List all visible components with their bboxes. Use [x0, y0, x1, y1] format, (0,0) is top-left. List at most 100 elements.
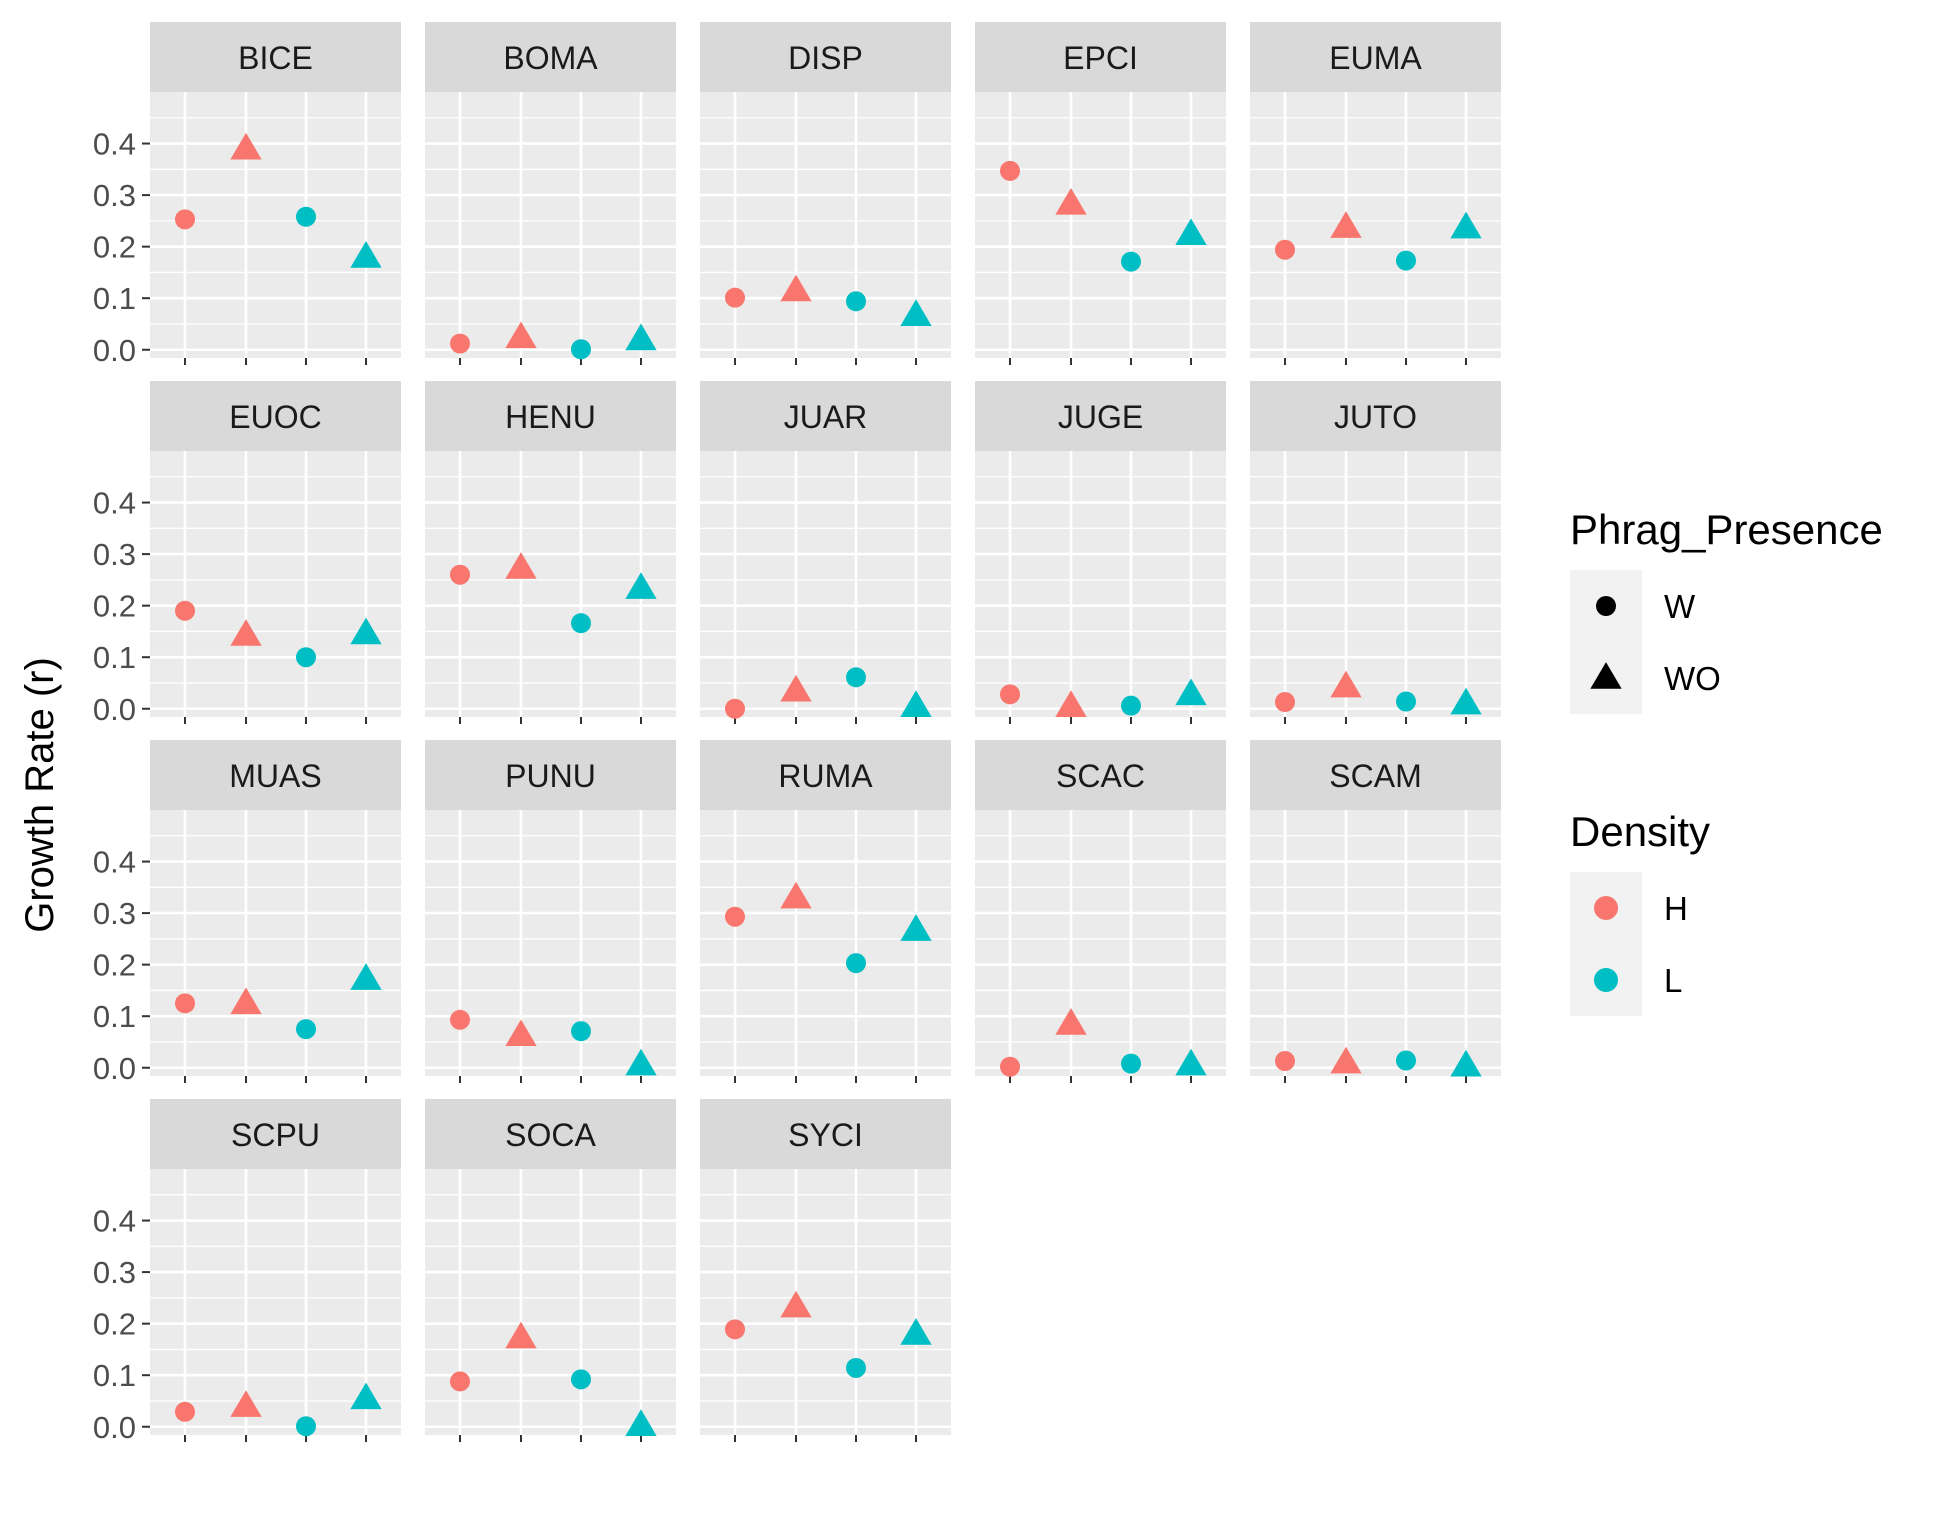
- panel-background: [975, 451, 1226, 717]
- data-point-circle: [725, 287, 745, 308]
- facet-strip-label: MUAS: [229, 758, 321, 794]
- y-tick-label: 0.1: [93, 281, 136, 316]
- facet-strip-label: SYCI: [788, 1117, 863, 1153]
- data-point-triangle: [350, 241, 382, 268]
- data-point-circle: [725, 698, 745, 719]
- data-point-triangle: [625, 323, 657, 351]
- legend-key-background: [1570, 570, 1642, 714]
- panel-background: [975, 810, 1226, 1076]
- legend-entry-label: W: [1664, 588, 1696, 625]
- facet-strip: [150, 1099, 401, 1169]
- panel-background: [150, 1169, 401, 1435]
- y-tick-label: 0.3: [93, 896, 136, 931]
- y-tick-label: 0.2: [93, 589, 136, 624]
- data-point-circle: [1121, 695, 1141, 716]
- data-point-circle: [1121, 251, 1141, 272]
- data-point-circle: [1396, 1050, 1416, 1071]
- facet-strip-label: SCPU: [231, 1117, 320, 1153]
- data-point-triangle: [230, 132, 262, 160]
- data-point-triangle: [1175, 678, 1207, 706]
- data-point-circle: [1275, 239, 1295, 260]
- data-point-circle: [296, 206, 316, 227]
- facet-strip-label: EPCI: [1063, 40, 1138, 76]
- data-point-circle: [450, 1371, 470, 1392]
- data-point-triangle: [350, 1382, 382, 1410]
- y-tick-label: 0.2: [93, 230, 136, 265]
- data-point-triangle: [625, 1409, 657, 1436]
- facet-strip: [975, 22, 1226, 92]
- data-point-circle: [571, 339, 591, 360]
- data-point-triangle: [230, 1390, 262, 1417]
- facet-strip: [150, 740, 401, 810]
- data-point-circle: [296, 1416, 316, 1437]
- panel-background: [700, 810, 951, 1076]
- y-tick-label: 0.0: [93, 692, 136, 727]
- facet-strip-label: EUOC: [229, 399, 321, 435]
- data-point-triangle: [625, 1048, 657, 1076]
- legend-key-color: [1594, 896, 1618, 920]
- panel-background: [1250, 451, 1501, 717]
- data-point-triangle: [780, 1290, 812, 1318]
- y-tick-label: 0.0: [93, 1051, 136, 1086]
- data-point-circle: [1000, 1056, 1020, 1077]
- data-point-circle: [1275, 1051, 1295, 1072]
- data-point-circle: [450, 1009, 470, 1030]
- y-axis-label: Growth Rate (r): [18, 657, 62, 933]
- panel-background: [425, 92, 676, 358]
- legend-entry-label: H: [1664, 890, 1688, 927]
- panel-background: [700, 1169, 951, 1435]
- data-point-triangle: [900, 914, 932, 941]
- legend-key-circle: [1596, 596, 1616, 616]
- y-tick-label: 0.3: [93, 1255, 136, 1290]
- facet-strip: [700, 381, 951, 451]
- data-point-circle: [1121, 1053, 1141, 1074]
- legend-title: Density: [1570, 808, 1710, 855]
- y-tick-label: 0.4: [93, 486, 136, 521]
- y-tick-label: 0.4: [93, 1204, 136, 1239]
- legend-key-color: [1594, 968, 1618, 992]
- facet-strip: [975, 381, 1226, 451]
- data-point-triangle: [1175, 1048, 1207, 1076]
- facet-strip: [700, 740, 951, 810]
- data-point-triangle: [230, 987, 262, 1015]
- data-point-triangle: [505, 552, 537, 579]
- data-point-triangle: [505, 321, 537, 349]
- data-point-triangle: [505, 1321, 537, 1349]
- data-point-triangle: [900, 299, 932, 326]
- panel-background: [700, 451, 951, 717]
- facet-strip: [700, 1099, 951, 1169]
- y-tick-label: 0.1: [93, 999, 136, 1034]
- data-point-circle: [1000, 684, 1020, 705]
- panel-background: [975, 92, 1226, 358]
- data-point-circle: [846, 291, 866, 312]
- facet-strip-label: SCAC: [1056, 758, 1145, 794]
- facet-strip: [425, 381, 676, 451]
- facet-strip-label: SCAM: [1329, 758, 1421, 794]
- facet-strip: [1250, 22, 1501, 92]
- facet-strip-label: SOCA: [505, 1117, 596, 1153]
- facet-strip: [425, 1099, 676, 1169]
- facet-strip-label: JUGE: [1058, 399, 1143, 435]
- data-point-triangle: [780, 881, 812, 909]
- data-point-triangle: [350, 617, 382, 645]
- data-point-triangle: [1450, 687, 1482, 715]
- data-point-circle: [1396, 691, 1416, 712]
- y-tick-label: 0.4: [93, 127, 136, 162]
- data-point-triangle: [1055, 1008, 1087, 1035]
- data-point-circle: [846, 1357, 866, 1378]
- facet-strip: [1250, 381, 1501, 451]
- data-point-circle: [1275, 692, 1295, 713]
- data-point-circle: [450, 564, 470, 585]
- panel-background: [425, 1169, 676, 1435]
- y-tick-label: 0.4: [93, 845, 136, 880]
- legend-entry-label: WO: [1664, 660, 1721, 697]
- data-point-circle: [1396, 250, 1416, 271]
- data-point-triangle: [1055, 690, 1087, 717]
- data-point-circle: [571, 1369, 591, 1390]
- panel-background: [150, 451, 401, 717]
- facet-strip: [700, 22, 951, 92]
- y-tick-label: 0.2: [93, 948, 136, 983]
- facet-strip-label: BOMA: [503, 40, 598, 76]
- data-point-circle: [175, 993, 195, 1014]
